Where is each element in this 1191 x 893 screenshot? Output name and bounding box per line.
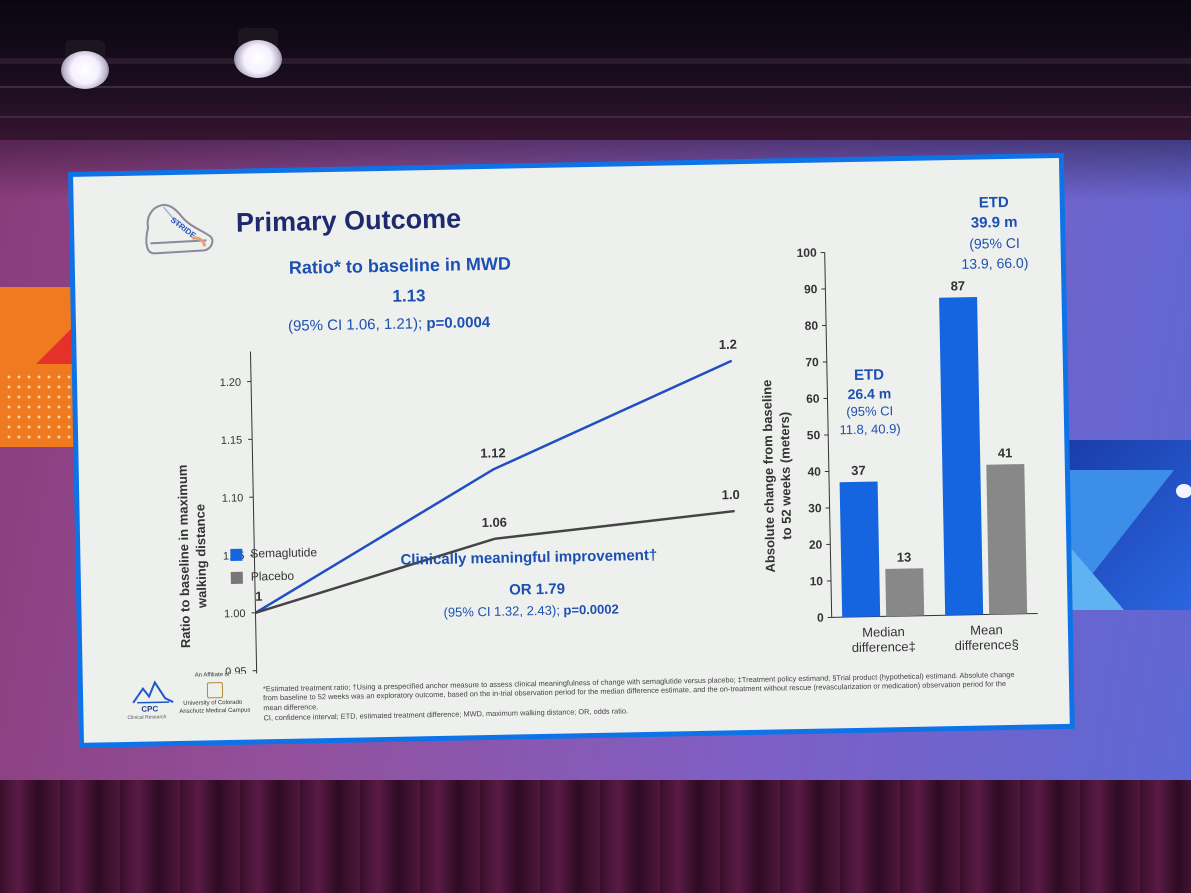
- y-tick-label: 100: [797, 246, 818, 260]
- improvement-ci-text: (95% CI 1.32, 2.43);: [443, 602, 564, 620]
- y-tick-label: 50: [807, 428, 821, 442]
- projection-screen: STRIDE Primary Outcome Ratio* to baselin…: [68, 152, 1075, 748]
- series-line-placebo: [255, 509, 735, 615]
- y-axis-line: [249, 351, 259, 677]
- improvement-or: OR 1.79: [508, 580, 566, 599]
- bar-placebo-median: [885, 568, 925, 617]
- y-axis-title: Absolute change from baseline: [759, 380, 778, 573]
- etd-mean-annotation: ETD 39.9 m (95% CI 13.9, 66.0): [954, 192, 1036, 274]
- category-label-line2: difference§: [955, 637, 1019, 653]
- y-tick-label: 10: [810, 574, 824, 588]
- data-label-semaglutide: 1: [255, 589, 263, 604]
- affiliate-label: An Affiliate of: [194, 671, 230, 679]
- bar-value-label: 13: [897, 549, 912, 564]
- y-tick-label: 80: [805, 319, 819, 333]
- university-seal-icon: [206, 682, 224, 699]
- stage-light: [61, 51, 109, 89]
- bar-semaglutide-median: [839, 481, 881, 618]
- bar-value-label: 41: [998, 445, 1013, 460]
- y-axis-title-line2: to 52 weeks (meters): [777, 412, 794, 540]
- dot-pattern-graphic: [4, 372, 84, 442]
- data-label-placebo: 1.08: [722, 487, 743, 502]
- y-axis-title-line2: walking distance: [192, 504, 209, 609]
- y-tick-label: 90: [804, 282, 818, 296]
- etd-median-ci-label: (95% CI: [846, 403, 894, 420]
- y-tick-label: 1.15: [221, 435, 243, 447]
- category-label-line1: Mean: [970, 622, 1003, 638]
- ceiling-truss: [0, 58, 1191, 64]
- etd-median-ci-range: 11.8, 40.9): [839, 421, 901, 438]
- cpc-mountain-logo: [132, 680, 174, 704]
- bar-value-label: 37: [851, 463, 866, 478]
- etd-mean-label: ETD: [978, 193, 1009, 212]
- data-label-placebo: 1.06: [482, 515, 508, 530]
- series-line-semaglutide: [254, 359, 733, 614]
- slide-title: Primary Outcome: [235, 203, 462, 238]
- y-tick-label: 0: [817, 611, 824, 625]
- etd-mean-value: 39.9 m: [970, 213, 1018, 232]
- cpc-subtitle: Clinical Research: [127, 714, 167, 721]
- presentation-slide: STRIDE Primary Outcome Ratio* to baselin…: [73, 157, 1070, 743]
- etd-median-annotation: ETD 26.4 m (95% CI 11.8, 40.9): [834, 366, 905, 439]
- y-axis-title: Ratio to baseline in maximum: [175, 464, 194, 648]
- ratio-line-chart: 0.900.951.001.051.101.151.2002652Weeks f…: [175, 336, 743, 677]
- etd-median-label: ETD: [853, 366, 885, 384]
- etd-median-value: 26.4 m: [847, 385, 892, 403]
- y-tick-label: 0.95: [225, 666, 247, 676]
- y-tick-label: 30: [808, 501, 822, 515]
- y-tick-label: 1.10: [222, 492, 244, 504]
- university-campus: Anschutz Medical Campus: [179, 707, 251, 715]
- stride-shoe-logo: STRIDE: [145, 204, 214, 255]
- etd-mean-ci-label: (95% CI: [969, 234, 1020, 252]
- y-tick-label: 20: [809, 538, 823, 552]
- side-light: [1176, 484, 1191, 498]
- etd-mean-ci-range: 13.9, 66.0): [961, 254, 1029, 272]
- legend-label-placebo: Placebo: [250, 568, 295, 584]
- improvement-p-value: p=0.0002: [563, 601, 619, 618]
- absolute-change-bar-chart: 0 10 20 30 40 50 60 70 80 90 100 Absolute change fr…: [759, 246, 1038, 655]
- cpc-name: CPC: [141, 704, 159, 714]
- ceiling-truss-rail: [0, 116, 1191, 118]
- ceiling-truss-rail: [0, 86, 1191, 88]
- y-tick-label: 70: [805, 355, 819, 369]
- y-tick-label: 1.00: [224, 608, 246, 620]
- data-label-semaglutide: 1.12: [480, 445, 506, 460]
- category-label-line1: Median: [862, 624, 905, 640]
- bar-semaglutide-mean: [939, 297, 984, 616]
- y-tick-label: 60: [806, 392, 820, 406]
- y-tick-label: 40: [807, 465, 821, 479]
- light-blue-triangle-graphic: [1064, 540, 1124, 610]
- category-label-line2: difference‡: [852, 639, 916, 655]
- legend-swatch-placebo: [230, 571, 243, 584]
- y-tick-label: 1.20: [220, 377, 242, 389]
- legend-label-semaglutide: Semaglutide: [250, 545, 318, 561]
- stage-curtain: [0, 780, 1191, 893]
- ceiling: [0, 0, 1191, 150]
- legend-swatch-semaglutide: [230, 548, 243, 561]
- stage-light: [234, 40, 282, 78]
- university-name: University of Colorado: [183, 699, 243, 707]
- bar-value-label: 87: [950, 278, 965, 293]
- bar-placebo-mean: [986, 464, 1028, 615]
